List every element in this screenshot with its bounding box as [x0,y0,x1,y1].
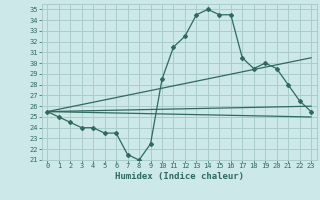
X-axis label: Humidex (Indice chaleur): Humidex (Indice chaleur) [115,172,244,181]
